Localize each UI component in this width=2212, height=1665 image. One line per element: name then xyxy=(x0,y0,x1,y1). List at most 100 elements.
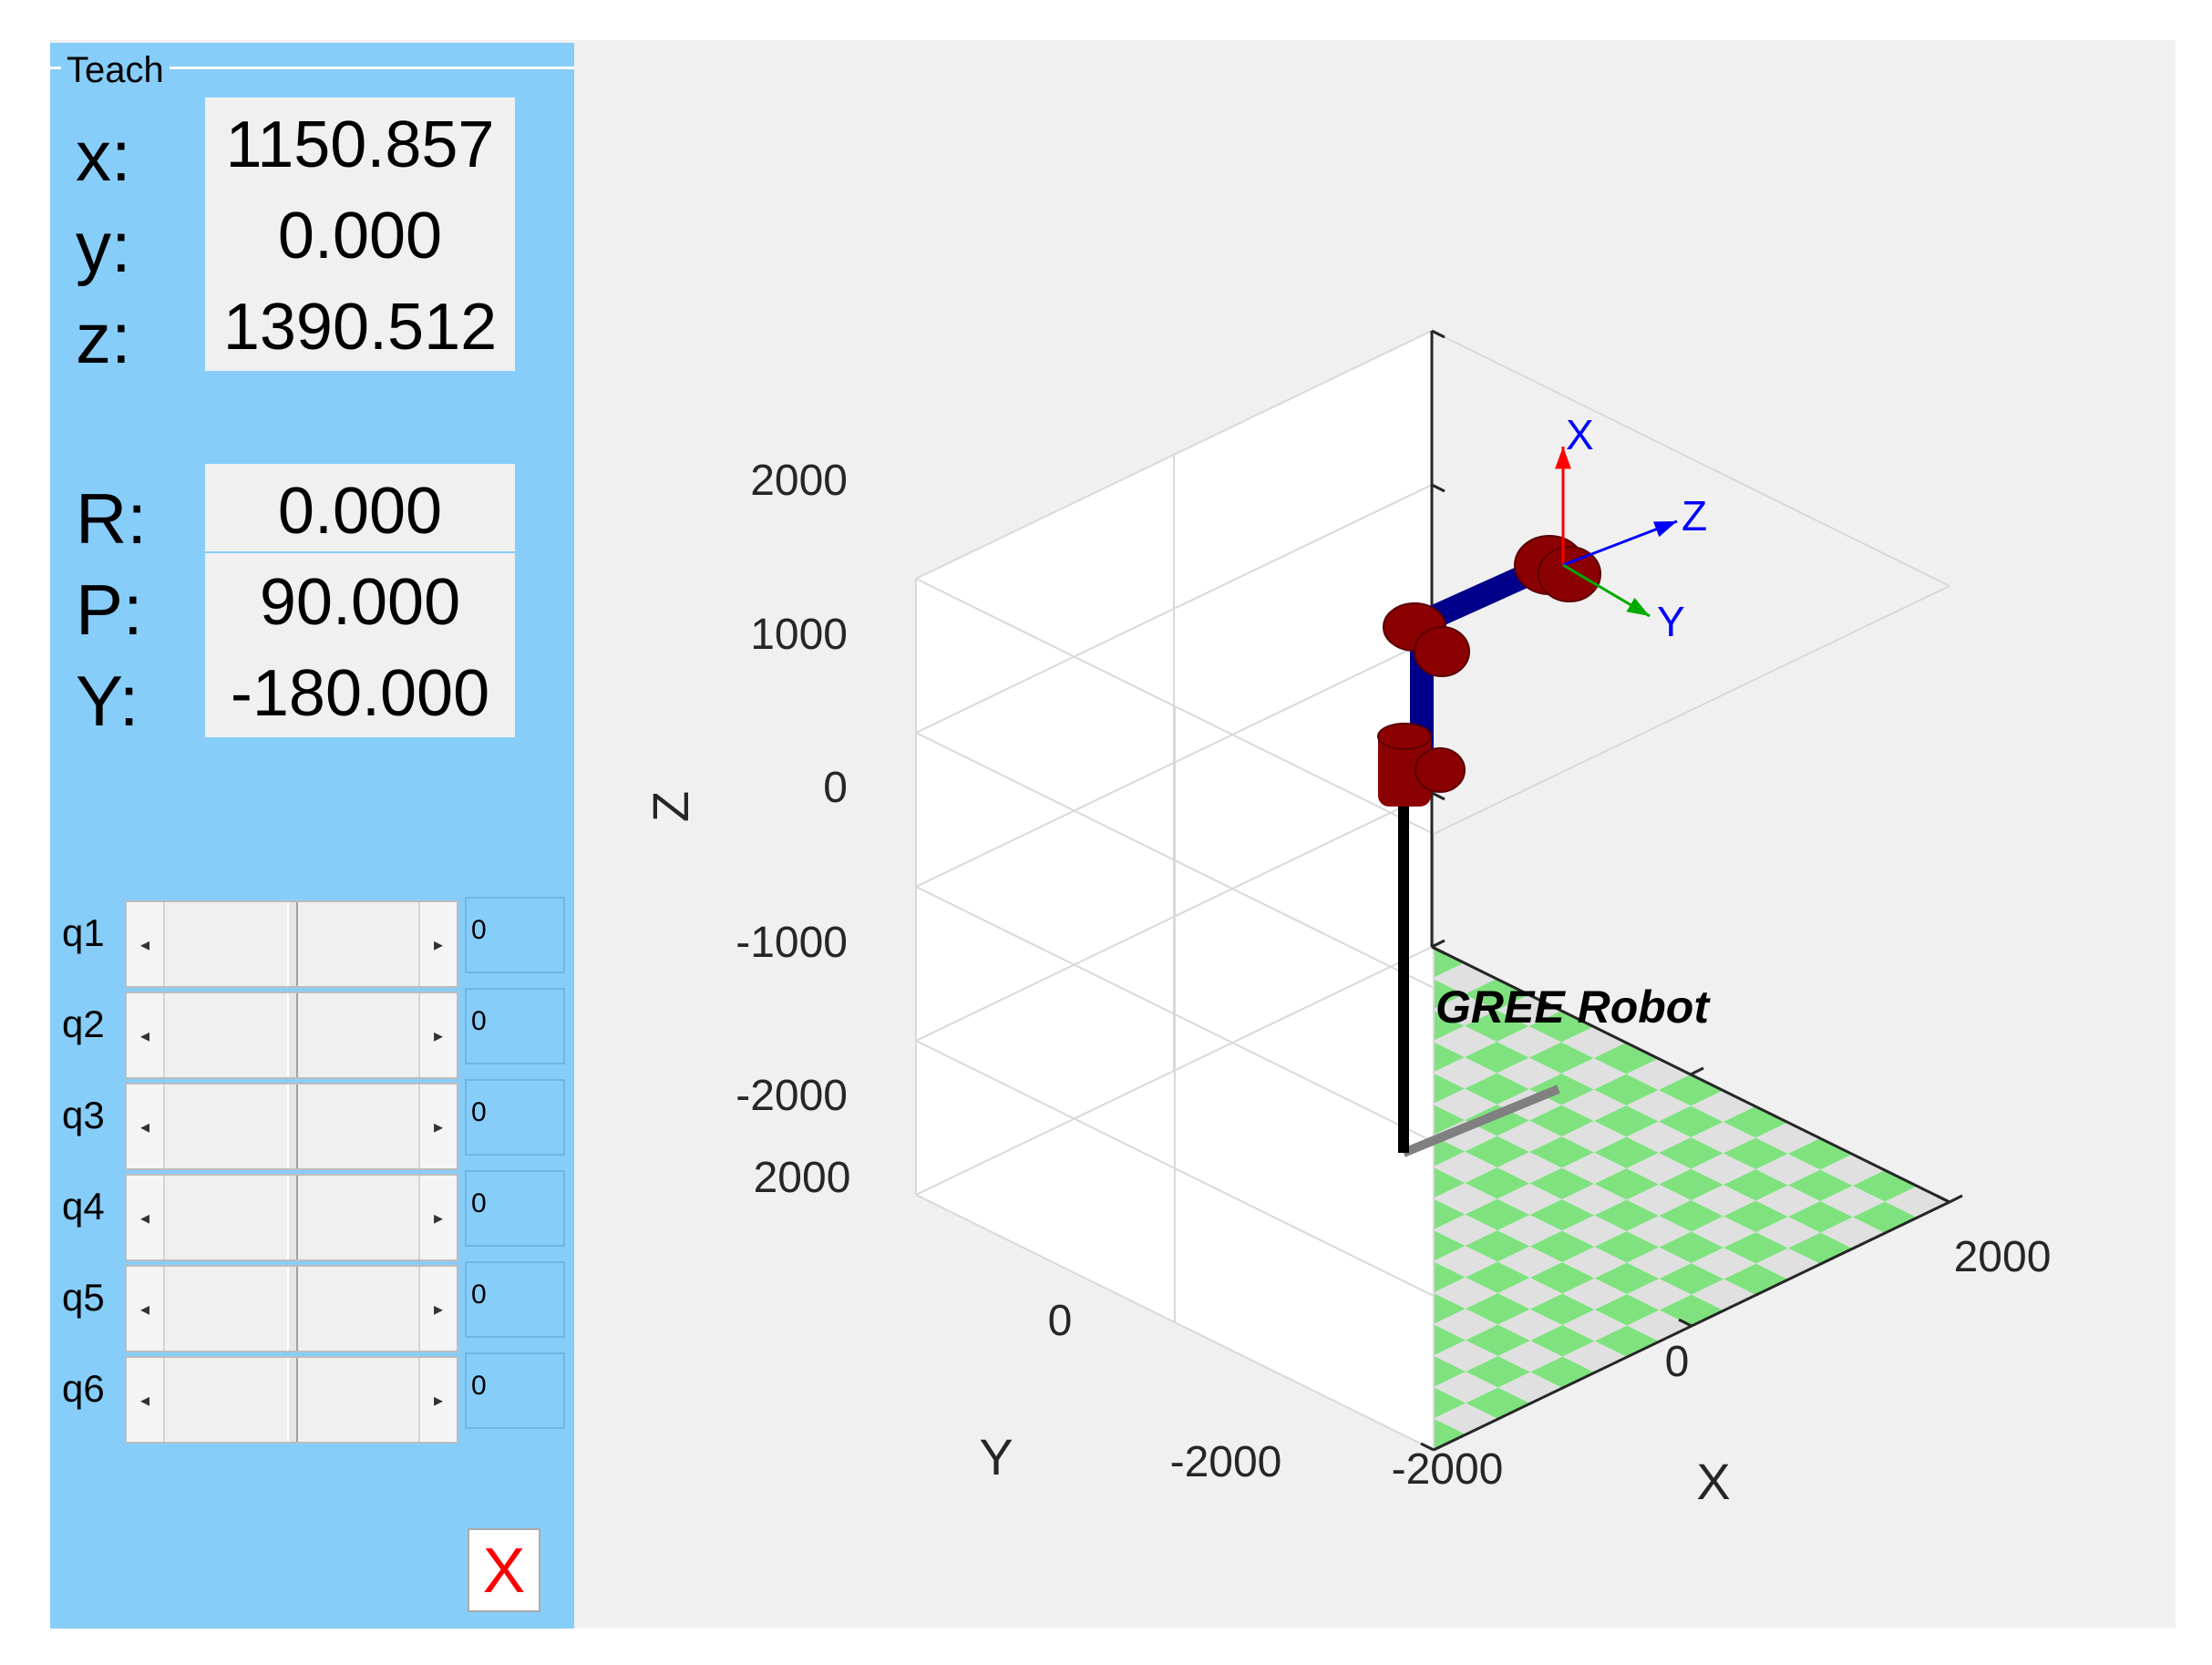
floor-tile xyxy=(1755,1185,1821,1217)
joint-slider-q2[interactable]: ◂ ▸ xyxy=(125,992,458,1079)
slider-thumb[interactable] xyxy=(287,993,298,1077)
floor-tile xyxy=(1529,1262,1595,1294)
floor-tile xyxy=(1497,1215,1562,1247)
joint-value-q1[interactable]: 0 xyxy=(465,897,565,973)
floor-tile xyxy=(1723,1169,1788,1201)
floor-tile xyxy=(1626,1153,1692,1185)
floor-tile xyxy=(1787,1138,1853,1170)
floor-tile xyxy=(1432,1088,1497,1120)
joint-slider-q4[interactable]: ◂ ▸ xyxy=(125,1174,458,1261)
yaw-value: -180.000 xyxy=(230,657,490,730)
x-tick-mark xyxy=(1678,1318,1692,1328)
slider-right-arrow-icon[interactable]: ▸ xyxy=(418,993,457,1077)
floor-tile xyxy=(1529,1136,1594,1168)
floor-tile xyxy=(1465,1198,1530,1230)
slider-left-arrow-icon[interactable]: ◂ xyxy=(127,1176,165,1259)
slider-right-arrow-icon[interactable]: ▸ xyxy=(418,1267,457,1351)
floor-tile xyxy=(1594,1136,1659,1168)
floor-tile xyxy=(1433,1309,1498,1341)
floor-tile xyxy=(1529,1105,1594,1136)
joint-value-q5[interactable]: 0 xyxy=(465,1261,565,1338)
joint-5 xyxy=(1538,546,1601,602)
floor-tile xyxy=(1691,1122,1756,1154)
joint-label-q6: q6 xyxy=(62,1367,105,1410)
slider-left-arrow-icon[interactable]: ◂ xyxy=(127,993,165,1077)
floor-tile xyxy=(1561,1089,1627,1121)
y-value: 0.000 xyxy=(277,200,443,272)
slider-left-arrow-icon[interactable]: ◂ xyxy=(127,1267,165,1351)
floor-tile xyxy=(1659,1200,1723,1232)
slider-left-arrow-icon[interactable]: ◂ xyxy=(127,1358,165,1442)
slider-right-arrow-icon[interactable]: ▸ xyxy=(418,1358,457,1442)
close-button[interactable]: X xyxy=(468,1528,540,1612)
joint-value-q3[interactable]: 0 xyxy=(465,1079,565,1156)
joint-value-q4[interactable]: 0 xyxy=(465,1170,565,1247)
y-tick-2000: 2000 xyxy=(754,1154,851,1202)
floor-tile xyxy=(1626,1058,1691,1090)
floor-tile xyxy=(1626,1090,1692,1122)
x-tick-mark xyxy=(1420,1442,1435,1452)
floor-tile xyxy=(1561,1026,1626,1058)
floor-tile xyxy=(1594,1231,1660,1263)
joint-slider-q6[interactable]: ◂ ▸ xyxy=(125,1356,458,1444)
slider-thumb[interactable] xyxy=(287,902,298,986)
floor-tile xyxy=(1528,1074,1594,1105)
joint-slider-q5[interactable]: ◂ ▸ xyxy=(125,1265,458,1352)
tool-frame-x-label: X xyxy=(1566,411,1594,458)
z-tick-neg2000: -2000 xyxy=(736,1072,848,1120)
floor-tile xyxy=(1626,1121,1692,1153)
slider-thumb[interactable] xyxy=(287,1267,298,1351)
z-tick-neg1000: -1000 xyxy=(736,919,848,967)
z-label: z: xyxy=(76,298,131,378)
slider-thumb[interactable] xyxy=(287,1084,298,1168)
slider-left-arrow-icon[interactable]: ◂ xyxy=(127,902,165,986)
floor-tile xyxy=(1659,1231,1724,1263)
floor-tile xyxy=(1626,1247,1692,1279)
floor-tile xyxy=(1562,1247,1627,1279)
z-value: 1390.512 xyxy=(222,291,498,364)
slider-right-arrow-icon[interactable]: ▸ xyxy=(418,1084,457,1168)
floor-tile xyxy=(1787,1201,1853,1233)
slider-right-arrow-icon[interactable]: ▸ xyxy=(418,1176,457,1259)
floor-tile xyxy=(1497,1026,1562,1058)
z-tick-mark xyxy=(1431,329,1446,339)
floor-tile xyxy=(1432,1025,1497,1057)
x-tick-2000: 2000 xyxy=(1954,1233,2052,1281)
floor-tile xyxy=(1464,979,1529,1011)
slider-left-arrow-icon[interactable]: ◂ xyxy=(127,1084,165,1168)
slider-thumb[interactable] xyxy=(287,1358,298,1442)
joint-1 xyxy=(1378,729,1431,807)
joint-label-q4: q4 xyxy=(62,1185,105,1228)
floor-tile xyxy=(1755,1217,1821,1249)
floor-tile xyxy=(1594,1262,1660,1294)
joint-slider-q3[interactable]: ◂ ▸ xyxy=(125,1083,458,1170)
joint-label-q3: q3 xyxy=(62,1094,105,1136)
joint-value-q6[interactable]: 0 xyxy=(465,1352,565,1429)
x-tick-0: 0 xyxy=(1665,1338,1690,1386)
joint-value-q2[interactable]: 0 xyxy=(465,988,565,1064)
position-readout: 1150.857 0.000 1390.512 xyxy=(205,98,515,371)
floor-tile xyxy=(1852,1170,1918,1202)
floor-tile xyxy=(1466,1356,1530,1388)
floor-tile xyxy=(1658,1105,1723,1137)
floor-tile xyxy=(1691,1248,1756,1280)
z-tick-0: 0 xyxy=(823,764,848,812)
x-axis-label: X xyxy=(1696,1453,1730,1510)
roll-label: R: xyxy=(76,478,147,559)
floor-tile xyxy=(1723,1106,1788,1138)
tool-frame-z-arrow-head xyxy=(1653,521,1677,538)
floor-tile xyxy=(1465,1261,1530,1293)
floor-tile xyxy=(1433,1214,1497,1246)
y-axis-label: Y xyxy=(979,1428,1013,1485)
y-tick-mark xyxy=(1949,1194,1963,1204)
floor-tile xyxy=(1432,994,1497,1026)
joint-slider-q1[interactable]: ◂ ▸ xyxy=(125,900,458,988)
floor-tile xyxy=(1723,1232,1788,1264)
slider-thumb[interactable] xyxy=(287,1176,298,1259)
floor-tile xyxy=(1497,1309,1563,1341)
robot-name-label: GREE Robot xyxy=(1435,982,1711,1033)
slider-right-arrow-icon[interactable]: ▸ xyxy=(418,902,457,986)
floor-tile xyxy=(1561,1121,1627,1153)
robot-arm xyxy=(1377,447,1678,1157)
